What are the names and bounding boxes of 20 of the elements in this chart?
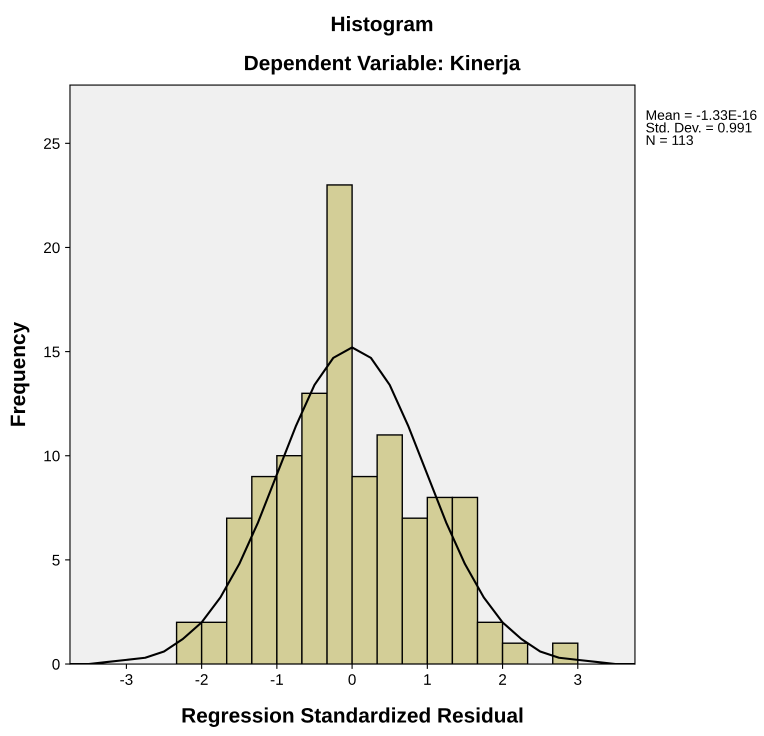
text: Std. Dev. = 0.991	[646, 122, 752, 133]
chart-title: Histogram	[332, 16, 432, 36]
y-tick-label: 15	[44, 346, 60, 358]
x-axis-title: Regression Standardized Residual	[182, 707, 522, 727]
text: N = 113	[646, 135, 693, 146]
x-tick-label: -2	[196, 674, 208, 685]
text: Mean = -1.33E-16	[646, 110, 757, 120]
x-tick-label: 1	[424, 674, 431, 685]
x-tick-label: 2	[499, 674, 506, 685]
x-tick-label: -3	[120, 674, 133, 685]
chart-subtitle: Dependent Variable: Kinerja	[245, 55, 520, 74]
x-tick-label: 0	[348, 674, 356, 685]
x-tick-label: -1	[270, 674, 283, 685]
y-tick-label: 25	[44, 138, 60, 150]
y-tick-label: 5	[52, 554, 60, 566]
y-tick-label: 0	[52, 658, 60, 670]
y-axis-title: Frequency	[10, 322, 30, 426]
x-tick-label: 3	[574, 674, 582, 685]
y-tick-label: 20	[44, 242, 60, 254]
y-tick-label: 10	[44, 450, 60, 462]
